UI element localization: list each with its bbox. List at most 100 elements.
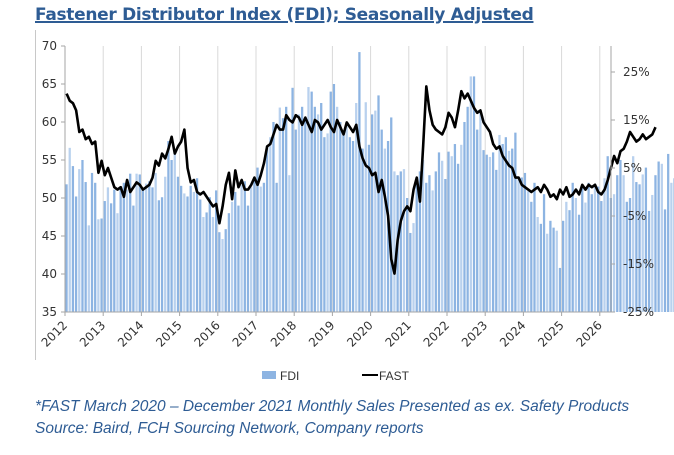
fdi-bar <box>670 182 673 312</box>
fdi-bar <box>469 76 472 313</box>
fdi-bar <box>600 201 603 312</box>
left-axis-label: 60 <box>42 115 57 129</box>
fdi-bar <box>195 178 199 312</box>
fdi-bar <box>584 202 587 312</box>
fdi-bar <box>160 197 164 312</box>
fdi-bar <box>218 232 221 312</box>
fdi-bar <box>412 223 415 312</box>
fdi-bar <box>654 175 657 312</box>
fdi-bar <box>574 198 578 312</box>
x-axis-label: 2014 <box>115 318 146 349</box>
fdi-bar <box>342 131 345 312</box>
fdi-bar <box>657 161 660 312</box>
fdi-bar <box>138 174 141 312</box>
left-axis-label: 65 <box>42 77 57 91</box>
fdi-bar <box>472 76 476 313</box>
fdi-bar <box>68 147 71 312</box>
fdi-bar <box>281 118 285 312</box>
fdi-bar <box>202 217 205 312</box>
fdi-bar <box>167 141 170 312</box>
x-axis-label: 2024 <box>497 318 528 349</box>
x-axis-label: 2021 <box>382 318 413 349</box>
fdi-bar <box>285 106 288 312</box>
fdi-bar <box>425 182 428 312</box>
fdi-bar <box>183 193 186 312</box>
x-axis-label: 2013 <box>77 318 108 349</box>
fdi-bar <box>291 87 294 312</box>
fdi-bar <box>224 229 227 312</box>
fdi-bar <box>625 201 628 312</box>
fdi-bar <box>444 179 447 312</box>
fdi-bar <box>246 205 250 312</box>
fdi-bar <box>571 182 574 312</box>
fdi-bar <box>402 169 406 312</box>
legend-fast-label: FAST <box>379 369 410 383</box>
fdi-bar <box>329 91 332 312</box>
fdi-bar <box>383 148 387 312</box>
fdi-bar <box>632 156 635 312</box>
fdi-bar <box>355 103 358 312</box>
fdi-bar <box>87 225 90 312</box>
fdi-bar <box>597 186 600 312</box>
right-axis-label: 15% <box>623 113 650 127</box>
fdi-bar <box>109 203 113 312</box>
fdi-bar <box>587 182 590 312</box>
fdi-bar <box>265 145 269 312</box>
fdi-bar <box>240 185 243 312</box>
fdi-bar <box>278 107 281 312</box>
fdi-bar <box>74 196 78 312</box>
fdi-bar <box>170 160 173 312</box>
left-axis-label: 50 <box>42 191 57 205</box>
x-axis-label: 2015 <box>153 318 184 349</box>
fdi-bar <box>300 106 304 312</box>
fdi-bar <box>256 167 259 312</box>
fdi-bar <box>371 114 374 313</box>
fdi-bar <box>466 106 469 312</box>
fdi-bar <box>415 182 418 312</box>
right-axis-label: 25% <box>623 65 650 79</box>
fdi-bar <box>418 171 422 312</box>
fdi-bar <box>549 220 552 312</box>
fdi-bar <box>504 137 507 312</box>
fdi-bar <box>90 172 94 312</box>
fdi-bar <box>377 95 380 313</box>
fdi-bar <box>577 214 581 312</box>
fast-line <box>65 85 657 275</box>
fdi-bar <box>113 189 116 312</box>
fdi-bar <box>297 114 301 313</box>
fdi-bar <box>536 217 539 312</box>
right-axis-label: 5% <box>623 161 642 175</box>
fdi-bar <box>141 188 145 312</box>
fdi-bar <box>651 194 654 312</box>
fdi-bar <box>100 218 103 312</box>
x-axis-label: 2022 <box>421 318 452 349</box>
fdi-bar <box>81 160 84 312</box>
left-axis-label: 40 <box>42 267 57 281</box>
fdi-bar <box>428 175 431 312</box>
legend-fdi-label: FDI <box>280 369 299 383</box>
fdi-bar <box>542 194 546 312</box>
fdi-bar <box>482 150 485 312</box>
fdi-bar <box>192 191 196 312</box>
fdi-bar <box>562 220 565 312</box>
fdi-bar <box>215 190 218 312</box>
fdi-bar <box>485 154 488 312</box>
fdi-bar <box>514 132 517 312</box>
right-axis-label: -5% <box>623 209 646 223</box>
fdi-bar <box>288 175 291 312</box>
fdi-bar <box>568 210 571 312</box>
fdi-bar <box>635 182 638 312</box>
left-axis-label: 55 <box>42 153 57 167</box>
fdi-bar <box>644 167 648 312</box>
fdi-bar <box>558 267 562 312</box>
fdi-bar <box>546 233 549 312</box>
fdi-bar <box>307 87 310 312</box>
x-axis-label: 2019 <box>306 318 337 349</box>
fdi-bar <box>612 194 616 312</box>
fdi-bar <box>125 189 129 312</box>
fdi-bar <box>65 184 68 312</box>
fdi-bar <box>456 163 460 312</box>
fdi-bar <box>552 227 555 312</box>
fdi-bar <box>622 175 625 312</box>
